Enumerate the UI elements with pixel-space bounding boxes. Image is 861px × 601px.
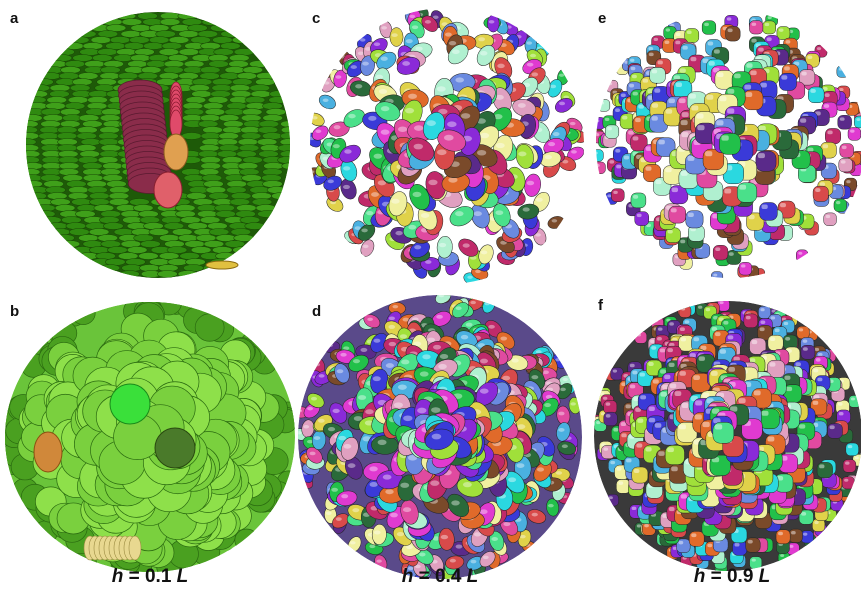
caption-symbol: h — [401, 566, 414, 587]
caption-unit: L — [176, 566, 189, 587]
panel-letter-d: d — [312, 303, 322, 320]
panel-letter-b: b — [10, 303, 20, 320]
panel-f-sphere — [594, 301, 861, 571]
panel-d-sphere — [298, 295, 582, 579]
panel-letter-c: c — [312, 10, 321, 27]
caption-equals: = — [705, 566, 727, 587]
highlight-particles — [33, 79, 239, 561]
caption-unit: L — [466, 566, 479, 587]
panel-e-sphere — [596, 10, 861, 278]
caption-symbol: h — [111, 566, 124, 587]
caption-equals: = — [413, 566, 435, 587]
caption-value: 0.4 — [434, 566, 462, 587]
caption-left: h = 0.1 L — [112, 566, 189, 588]
caption-middle: h = 0.4 L — [402, 566, 479, 588]
panel-letter-e: e — [598, 10, 607, 27]
caption-value: 0.9 — [726, 566, 754, 587]
caption-unit: L — [758, 566, 771, 587]
caption-symbol: h — [693, 566, 706, 587]
panel-c-sphere — [310, 8, 584, 284]
panel-letter-a: a — [10, 10, 19, 27]
panel-letter-f: f — [598, 297, 603, 314]
caption-value: 0.1 — [144, 566, 172, 587]
caption-equals: = — [123, 566, 145, 587]
caption-right: h = 0.9 L — [694, 566, 771, 588]
